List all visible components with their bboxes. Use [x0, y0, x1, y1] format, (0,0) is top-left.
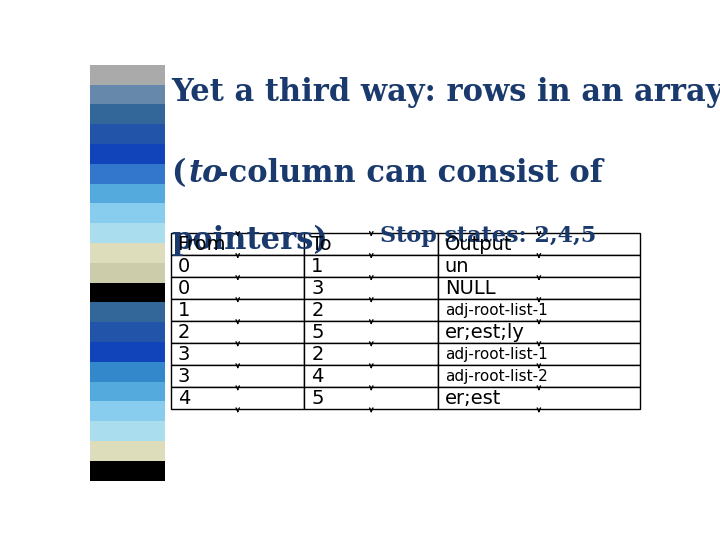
Bar	[171, 277, 305, 299]
Bar	[90, 124, 166, 144]
Bar	[90, 401, 166, 421]
Bar	[171, 233, 305, 255]
Text: pointers): pointers)	[171, 225, 328, 256]
Bar	[438, 388, 639, 409]
Text: er;est: er;est	[445, 389, 501, 408]
Bar	[171, 388, 305, 409]
Bar	[305, 299, 438, 321]
Text: (: (	[171, 158, 185, 190]
Bar	[90, 243, 166, 263]
Text: adj-root-list-2: adj-root-list-2	[445, 369, 547, 384]
Bar	[438, 233, 639, 255]
Bar	[305, 366, 438, 388]
Bar	[90, 204, 166, 223]
Text: 4: 4	[178, 389, 190, 408]
Bar	[90, 441, 166, 461]
Bar	[305, 321, 438, 343]
Bar	[90, 164, 166, 184]
Bar	[90, 362, 166, 382]
Bar	[90, 184, 166, 204]
Bar	[305, 233, 438, 255]
Text: 5: 5	[311, 323, 324, 342]
Text: 3: 3	[178, 345, 190, 364]
Bar	[90, 85, 166, 104]
Bar	[305, 255, 438, 277]
Bar	[438, 299, 639, 321]
Text: 1: 1	[178, 301, 190, 320]
Bar	[90, 144, 166, 164]
Bar	[171, 343, 305, 366]
Text: From: From	[178, 235, 226, 254]
Text: adj-root-list-1: adj-root-list-1	[445, 303, 547, 318]
Bar	[438, 343, 639, 366]
Text: 3: 3	[311, 279, 323, 298]
Text: -column can consist of: -column can consist of	[216, 158, 603, 190]
Bar	[305, 343, 438, 366]
Text: 4: 4	[311, 367, 323, 386]
Text: 0: 0	[178, 279, 190, 298]
Bar	[90, 461, 166, 481]
Text: Stop states: 2,4,5: Stop states: 2,4,5	[380, 225, 596, 247]
Bar	[90, 342, 166, 362]
Bar	[90, 263, 166, 282]
Text: adj-root-list-1: adj-root-list-1	[445, 347, 547, 362]
Text: 5: 5	[311, 389, 324, 408]
Text: 2: 2	[178, 323, 190, 342]
Bar	[438, 255, 639, 277]
Text: 2: 2	[311, 301, 323, 320]
Text: Yet a third way: rows in an array: Yet a third way: rows in an array	[171, 77, 720, 109]
Bar	[171, 255, 305, 277]
Bar	[305, 277, 438, 299]
Text: To: To	[311, 235, 332, 254]
Text: er;est;ly: er;est;ly	[445, 323, 525, 342]
Bar	[90, 104, 166, 124]
Bar	[90, 223, 166, 243]
Text: 2: 2	[311, 345, 323, 364]
Bar	[171, 366, 305, 388]
Text: un: un	[445, 256, 469, 276]
Bar	[305, 388, 438, 409]
Bar	[90, 421, 166, 441]
Bar	[90, 302, 166, 322]
Bar	[438, 277, 639, 299]
Bar	[90, 322, 166, 342]
Bar	[171, 299, 305, 321]
Bar	[90, 65, 166, 85]
Text: Output: Output	[445, 235, 512, 254]
Bar	[438, 321, 639, 343]
Bar	[90, 382, 166, 401]
Text: to: to	[189, 158, 223, 190]
Bar	[90, 282, 166, 302]
Text: 3: 3	[178, 367, 190, 386]
Text: 1: 1	[311, 256, 323, 276]
Text: NULL: NULL	[445, 279, 495, 298]
Bar	[438, 366, 639, 388]
Text: 0: 0	[178, 256, 190, 276]
Bar	[171, 321, 305, 343]
